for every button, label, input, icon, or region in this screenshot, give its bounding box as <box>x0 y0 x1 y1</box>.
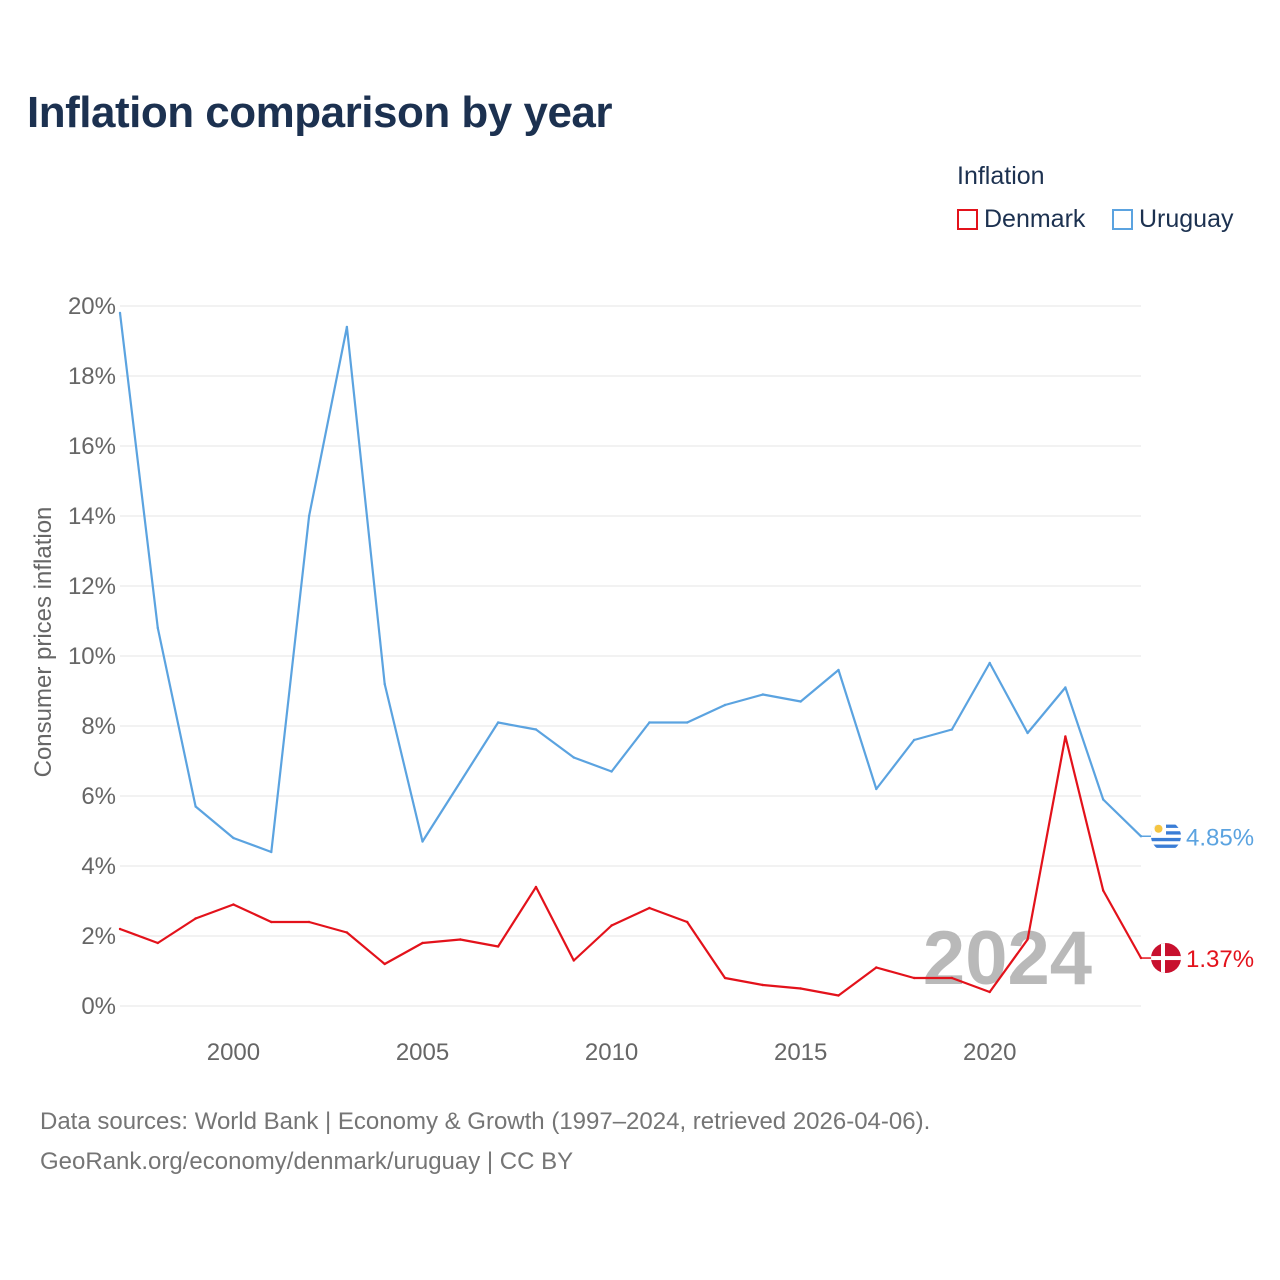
data-point-uruguay <box>572 756 575 759</box>
x-tick-label: 2015 <box>774 1039 827 1066</box>
data-point-denmark <box>270 920 273 924</box>
legend-label-uruguay: Uruguay <box>1139 205 1234 233</box>
data-point-denmark <box>459 938 462 941</box>
data-point-denmark <box>610 924 613 927</box>
data-point-denmark <box>572 959 575 962</box>
data-point-uruguay <box>875 787 878 791</box>
legend-title: Inflation <box>957 162 1045 190</box>
data-source-note: Data sources: World Bank | Economy & Gro… <box>40 1108 931 1135</box>
data-point-uruguay <box>950 728 954 731</box>
data-point-uruguay <box>912 738 916 742</box>
data-point-uruguay <box>270 850 273 854</box>
y-tick-label: 16% <box>68 433 116 460</box>
data-point-uruguay <box>421 840 424 843</box>
data-point-uruguay <box>534 728 538 731</box>
data-point-denmark <box>723 976 727 980</box>
y-tick-label: 12% <box>68 573 116 600</box>
data-point-uruguay <box>459 780 462 784</box>
data-point-uruguay <box>686 721 689 724</box>
y-tick-label: 14% <box>68 503 116 530</box>
y-tick-label: 6% <box>81 783 116 810</box>
y-tick-label: 4% <box>81 853 116 880</box>
data-point-uruguay <box>345 325 349 329</box>
data-point-denmark <box>383 962 386 966</box>
data-point-denmark <box>686 920 689 924</box>
y-tick-label: 18% <box>68 363 116 390</box>
x-tick-label: 2005 <box>396 1039 449 1066</box>
data-point-denmark <box>156 941 160 945</box>
legend-item-uruguay[interactable]: Uruguay <box>1112 205 1234 234</box>
end-value-label-uruguay: 4.85% <box>1186 824 1254 851</box>
legend-label-denmark: Denmark <box>984 205 1086 233</box>
data-point-denmark <box>194 917 197 920</box>
data-point-uruguay <box>307 514 311 518</box>
data-point-uruguay <box>988 661 991 665</box>
flag-uruguay-icon <box>1151 821 1181 852</box>
data-point-denmark <box>1101 889 1105 892</box>
data-point-denmark <box>1064 735 1067 738</box>
data-point-uruguay <box>610 770 613 773</box>
watermark-year: 2024 <box>923 916 1092 1001</box>
data-point-uruguay <box>837 668 840 672</box>
data-point-denmark <box>799 987 802 990</box>
end-value-label-denmark: 1.37% <box>1186 946 1254 973</box>
legend-item-denmark[interactable]: Denmark <box>957 205 1085 234</box>
legend-swatch-uruguay <box>1112 209 1133 230</box>
y-tick-label: 10% <box>68 643 116 670</box>
series-line-uruguay <box>118 312 1142 854</box>
data-point-denmark <box>761 983 765 987</box>
y-axis-label: Consumer prices inflation <box>30 507 57 778</box>
data-point-uruguay <box>1026 731 1029 735</box>
data-point-denmark <box>307 920 311 924</box>
data-point-denmark <box>534 885 538 889</box>
x-tick-label: 2000 <box>207 1039 260 1066</box>
data-point-denmark <box>950 976 954 980</box>
data-point-uruguay <box>496 721 500 724</box>
data-point-denmark <box>648 906 651 910</box>
data-point-denmark <box>232 903 235 906</box>
y-tick-label: 2% <box>81 923 116 950</box>
data-point-denmark <box>345 931 349 934</box>
y-tick-label: 0% <box>81 993 116 1020</box>
data-point-uruguay <box>194 805 197 808</box>
data-point-denmark <box>912 976 916 980</box>
data-point-denmark <box>118 927 122 931</box>
data-point-denmark <box>988 990 991 994</box>
flag-denmark-icon <box>1151 943 1181 974</box>
y-tick-label: 8% <box>81 713 116 740</box>
data-point-uruguay <box>648 721 651 724</box>
data-point-uruguay <box>156 626 160 630</box>
data-point-denmark <box>421 941 424 945</box>
credit-link[interactable]: GeoRank.org/economy/denmark/uruguay | CC… <box>40 1148 574 1175</box>
data-point-uruguay <box>232 836 235 840</box>
data-point-uruguay <box>1101 798 1105 801</box>
data-point-denmark <box>496 945 500 948</box>
data-point-denmark <box>837 994 840 997</box>
data-point-uruguay <box>799 700 802 703</box>
data-point-uruguay <box>761 693 765 696</box>
data-point-denmark <box>1026 938 1029 941</box>
data-point-denmark <box>875 966 878 969</box>
data-point-uruguay <box>723 703 727 707</box>
data-point-uruguay <box>1064 686 1067 689</box>
x-tick-label: 2020 <box>963 1039 1016 1066</box>
page-title: Inflation comparison by year <box>27 88 613 137</box>
data-point-uruguay <box>383 682 386 686</box>
series-line-denmark <box>119 735 1142 997</box>
x-tick-label: 2010 <box>585 1039 638 1066</box>
y-tick-label: 20% <box>68 293 116 320</box>
data-point-uruguay <box>118 311 122 315</box>
legend-swatch-denmark <box>957 209 978 230</box>
